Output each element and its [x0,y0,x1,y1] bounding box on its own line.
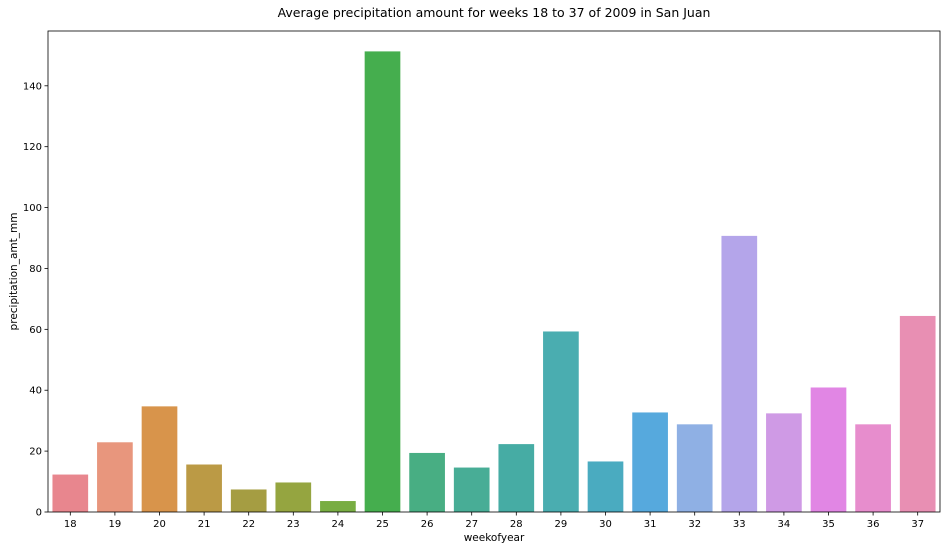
y-tick-label: 60 [29,325,42,336]
x-tick-label: 24 [332,519,345,530]
x-tick-label: 31 [644,519,657,530]
x-tick-label: 22 [242,519,255,530]
x-tick-label: 37 [911,519,924,530]
bar-week-33 [721,235,758,512]
bar-week-28 [498,444,535,512]
bar-week-36 [855,424,891,512]
x-tick-label: 35 [822,519,835,530]
bar-week-37 [899,315,936,512]
y-tick-label: 0 [36,508,42,519]
y-tick-label: 120 [23,142,42,153]
bar-week-21 [186,464,222,512]
x-tick-label: 19 [109,519,122,530]
x-axis: 18 19 20 21 22 23 24 25 26 27 28 29 30 31 32 33 34 35 36 37 [64,512,924,530]
bar-week-18 [52,474,89,512]
bar-week-31 [632,412,668,512]
y-tick-label: 140 [23,81,42,92]
y-axis: 0 20 40 60 80 100 120 140 [23,81,48,519]
x-tick-label: 20 [153,519,166,530]
x-tick-label: 26 [421,519,434,530]
bar-week-24 [320,501,356,512]
x-tick-label: 28 [510,519,523,530]
y-tick-label: 100 [23,203,42,214]
bar-week-30 [587,461,624,512]
x-tick-label: 33 [733,519,746,530]
bar-week-34 [766,413,802,512]
chart-title: Average precipitation amount for weeks 1… [278,5,711,20]
x-tick-label: 21 [198,519,211,530]
bar-week-26 [409,452,445,512]
bar-week-22 [230,489,267,512]
y-axis-title: precipitation_amt_mm [8,213,20,331]
x-tick-label: 27 [465,519,478,530]
bar-week-29 [543,331,579,512]
x-tick-label: 29 [555,519,568,530]
x-tick-label: 36 [867,519,880,530]
y-tick-label: 80 [29,264,42,275]
x-axis-title: weekofyear [464,532,525,544]
bar-week-23 [275,482,312,512]
bar-week-32 [676,424,713,512]
plot-frame [47,30,941,513]
x-tick-label: 25 [376,519,389,530]
bar-week-35 [810,387,847,512]
y-tick-label: 40 [29,386,42,397]
bar-week-27 [453,467,490,512]
x-tick-label: 23 [287,519,300,530]
bar-week-19 [97,442,133,512]
x-tick-label: 32 [688,519,701,530]
x-tick-label: 30 [599,519,612,530]
x-tick-label: 34 [778,519,791,530]
y-tick-label: 20 [29,447,42,458]
x-tick-label: 18 [64,519,77,530]
bars-group [52,51,936,512]
bar-week-25 [364,51,401,512]
bar-week-20 [141,406,178,512]
